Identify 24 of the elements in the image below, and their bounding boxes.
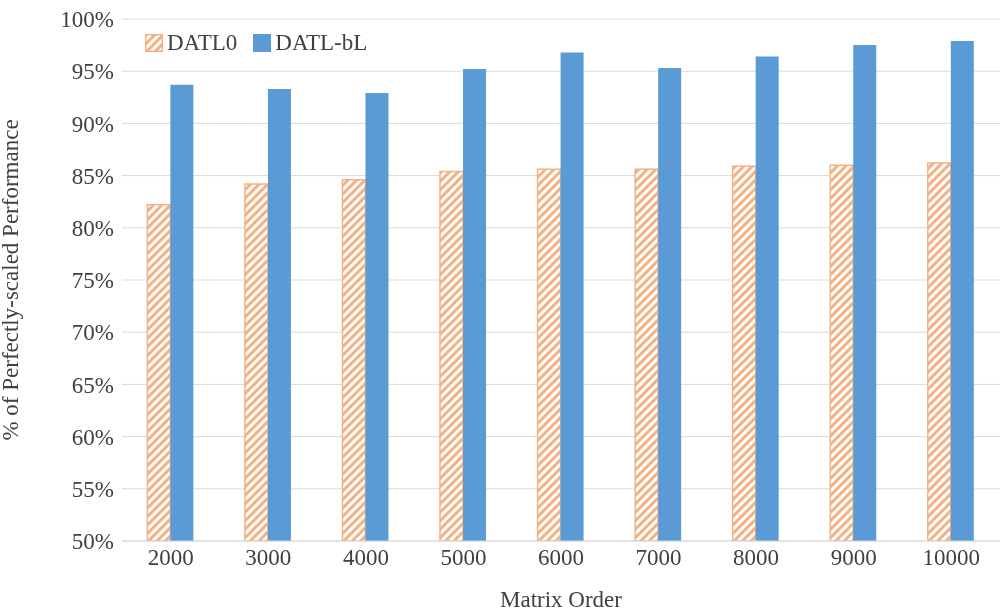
y-tick-label: 55% bbox=[71, 476, 114, 502]
y-tick-label: 90% bbox=[71, 111, 114, 137]
y-tick-label: 95% bbox=[71, 59, 114, 85]
x-tick-label: 7000 bbox=[635, 545, 682, 571]
x-tick-label: 3000 bbox=[245, 545, 292, 571]
y-tick-label: 80% bbox=[71, 215, 114, 241]
x-tick-label: 9000 bbox=[830, 545, 877, 571]
y-tick-label: 75% bbox=[71, 268, 114, 294]
y-axis-title: % of Perfectly-scaled Performance bbox=[0, 119, 24, 441]
legend-label: DATL0 bbox=[167, 30, 238, 56]
x-tick-label: 5000 bbox=[440, 545, 487, 571]
legend-label: DATL-bL bbox=[275, 30, 368, 56]
y-tick-label: 65% bbox=[71, 372, 114, 398]
x-tick-label: 8000 bbox=[733, 545, 780, 571]
y-tick-label: 85% bbox=[71, 163, 114, 189]
x-tick-label: 4000 bbox=[342, 545, 389, 571]
y-tick-label: 60% bbox=[71, 424, 114, 450]
y-tick-label: 100% bbox=[60, 7, 114, 33]
y-tick-label: 50% bbox=[71, 529, 114, 555]
x-tick-label: 10000 bbox=[922, 545, 980, 571]
x-tick-label: 6000 bbox=[538, 545, 584, 571]
y-tick-label: 70% bbox=[71, 320, 114, 346]
x-tick-label: 2000 bbox=[147, 545, 194, 571]
x-axis-title: Matrix Order bbox=[500, 587, 623, 612]
